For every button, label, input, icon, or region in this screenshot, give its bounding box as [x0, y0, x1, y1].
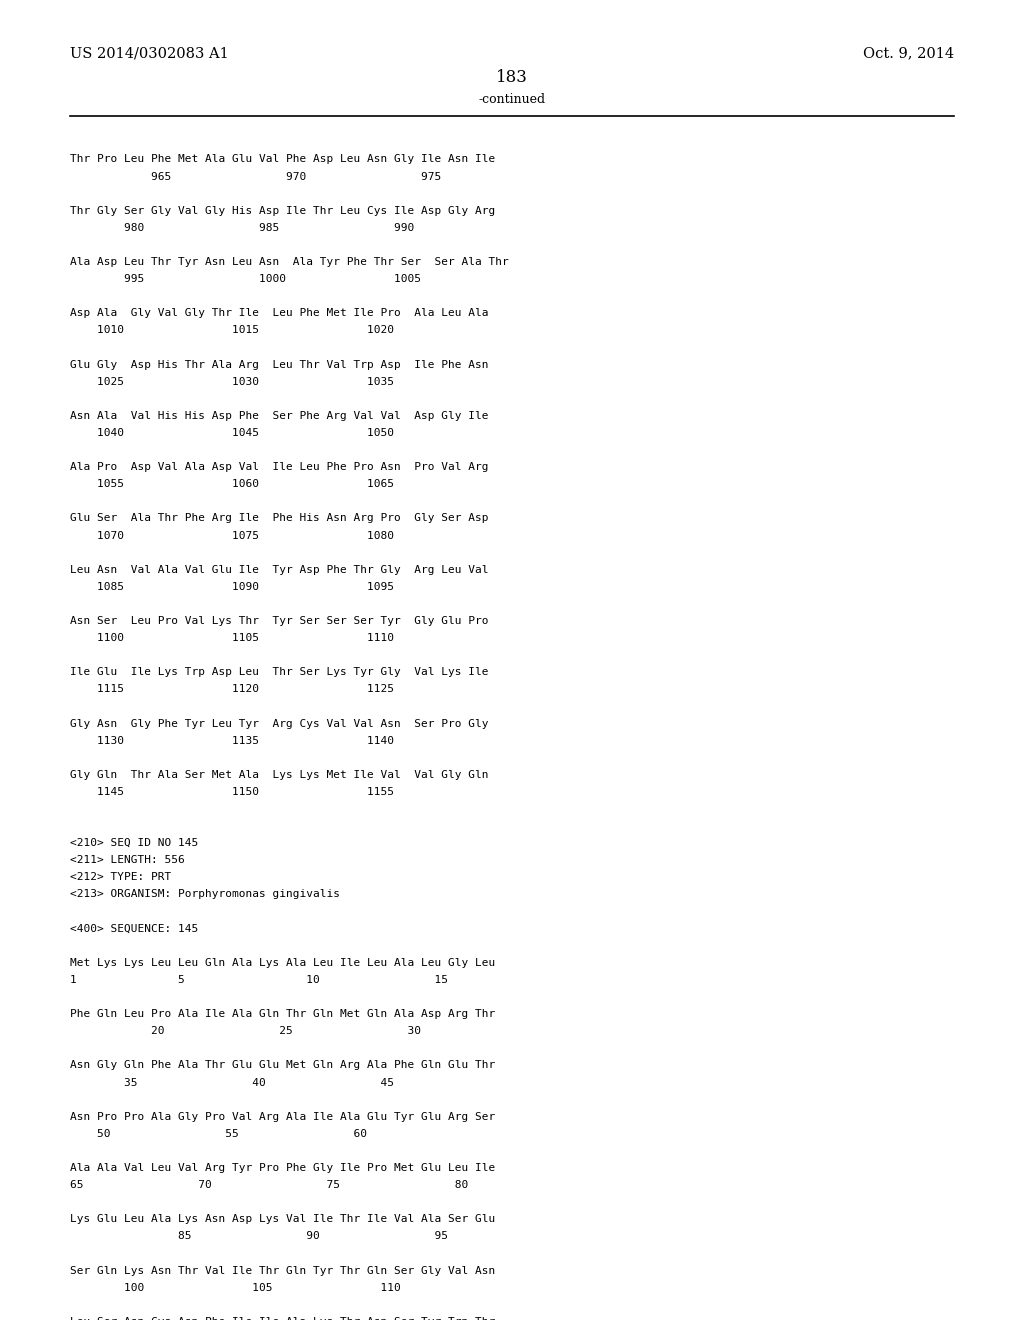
Text: 85                 90                 95: 85 90 95 [70, 1232, 447, 1241]
Text: 1040                1045                1050: 1040 1045 1050 [70, 428, 393, 438]
Text: Glu Ser  Ala Thr Phe Arg Ile  Phe His Asn Arg Pro  Gly Ser Asp: Glu Ser Ala Thr Phe Arg Ile Phe His Asn … [70, 513, 488, 524]
Text: 65                 70                 75                 80: 65 70 75 80 [70, 1180, 468, 1191]
Text: 1130                1135                1140: 1130 1135 1140 [70, 735, 393, 746]
Text: 100                105                110: 100 105 110 [70, 1283, 400, 1292]
Text: Asn Gly Gln Phe Ala Thr Glu Glu Met Gln Arg Ala Phe Gln Glu Thr: Asn Gly Gln Phe Ala Thr Glu Glu Met Gln … [70, 1060, 495, 1071]
Text: Ser Gln Lys Asn Thr Val Ile Thr Gln Tyr Thr Gln Ser Gly Val Asn: Ser Gln Lys Asn Thr Val Ile Thr Gln Tyr … [70, 1266, 495, 1275]
Text: Gly Gln  Thr Ala Ser Met Ala  Lys Lys Met Ile Val  Val Gly Gln: Gly Gln Thr Ala Ser Met Ala Lys Lys Met … [70, 770, 488, 780]
Text: 1100                1105                1110: 1100 1105 1110 [70, 634, 393, 643]
Text: <212> TYPE: PRT: <212> TYPE: PRT [70, 873, 171, 882]
Text: Asp Ala  Gly Val Gly Thr Ile  Leu Phe Met Ile Pro  Ala Leu Ala: Asp Ala Gly Val Gly Thr Ile Leu Phe Met … [70, 309, 488, 318]
Text: 1070                1075                1080: 1070 1075 1080 [70, 531, 393, 540]
Text: Oct. 9, 2014: Oct. 9, 2014 [863, 46, 954, 61]
Text: 965                 970                 975: 965 970 975 [70, 172, 441, 182]
Text: 1025                1030                1035: 1025 1030 1035 [70, 376, 393, 387]
Text: Glu Gly  Asp His Thr Ala Arg  Leu Thr Val Trp Asp  Ile Phe Asn: Glu Gly Asp His Thr Ala Arg Leu Thr Val … [70, 359, 488, 370]
Text: 1055                1060                1065: 1055 1060 1065 [70, 479, 393, 490]
Text: Lys Glu Leu Ala Lys Asn Asp Lys Val Ile Thr Ile Val Ala Ser Glu: Lys Glu Leu Ala Lys Asn Asp Lys Val Ile … [70, 1214, 495, 1224]
Text: Leu Asn  Val Ala Val Glu Ile  Tyr Asp Phe Thr Gly  Arg Leu Val: Leu Asn Val Ala Val Glu Ile Tyr Asp Phe … [70, 565, 488, 574]
Text: Phe Gln Leu Pro Ala Ile Ala Gln Thr Gln Met Gln Ala Asp Arg Thr: Phe Gln Leu Pro Ala Ile Ala Gln Thr Gln … [70, 1010, 495, 1019]
Text: Ala Asp Leu Thr Tyr Asn Leu Asn  Ala Tyr Phe Thr Ser  Ser Ala Thr: Ala Asp Leu Thr Tyr Asn Leu Asn Ala Tyr … [70, 257, 508, 267]
Text: 1145                1150                1155: 1145 1150 1155 [70, 787, 393, 797]
Text: <211> LENGTH: 556: <211> LENGTH: 556 [70, 855, 184, 866]
Text: 1115                1120                1125: 1115 1120 1125 [70, 684, 393, 694]
Text: Asn Ser  Leu Pro Val Lys Thr  Tyr Ser Ser Ser Tyr  Gly Glu Pro: Asn Ser Leu Pro Val Lys Thr Tyr Ser Ser … [70, 616, 488, 626]
Text: US 2014/0302083 A1: US 2014/0302083 A1 [70, 46, 228, 61]
Text: Met Lys Lys Leu Leu Gln Ala Lys Ala Leu Ile Leu Ala Leu Gly Leu: Met Lys Lys Leu Leu Gln Ala Lys Ala Leu … [70, 958, 495, 968]
Text: Asn Ala  Val His His Asp Phe  Ser Phe Arg Val Val  Asp Gly Ile: Asn Ala Val His His Asp Phe Ser Phe Arg … [70, 411, 488, 421]
Text: 1010                1015                1020: 1010 1015 1020 [70, 326, 393, 335]
Text: 995                 1000                1005: 995 1000 1005 [70, 275, 421, 284]
Text: 980                 985                 990: 980 985 990 [70, 223, 414, 232]
Text: Gly Asn  Gly Phe Tyr Leu Tyr  Arg Cys Val Val Asn  Ser Pro Gly: Gly Asn Gly Phe Tyr Leu Tyr Arg Cys Val … [70, 718, 488, 729]
Text: <210> SEQ ID NO 145: <210> SEQ ID NO 145 [70, 838, 198, 849]
Text: Ala Ala Val Leu Val Arg Tyr Pro Phe Gly Ile Pro Met Glu Leu Ile: Ala Ala Val Leu Val Arg Tyr Pro Phe Gly … [70, 1163, 495, 1173]
Text: 1               5                  10                 15: 1 5 10 15 [70, 975, 447, 985]
Text: Thr Gly Ser Gly Val Gly His Asp Ile Thr Leu Cys Ile Asp Gly Arg: Thr Gly Ser Gly Val Gly His Asp Ile Thr … [70, 206, 495, 215]
Text: 183: 183 [496, 69, 528, 86]
Text: 20                 25                 30: 20 25 30 [70, 1026, 421, 1036]
Text: 35                 40                 45: 35 40 45 [70, 1077, 393, 1088]
Text: <213> ORGANISM: Porphyromonas gingivalis: <213> ORGANISM: Porphyromonas gingivalis [70, 890, 340, 899]
Text: -continued: -continued [478, 92, 546, 106]
Text: <400> SEQUENCE: 145: <400> SEQUENCE: 145 [70, 924, 198, 933]
Text: Leu Ser Asn Cys Asp Phe Ile Ile Ala Lys Thr Asp Ser Tyr Trp Thr: Leu Ser Asn Cys Asp Phe Ile Ile Ala Lys … [70, 1317, 495, 1320]
Text: Asn Pro Pro Ala Gly Pro Val Arg Ala Ile Ala Glu Tyr Glu Arg Ser: Asn Pro Pro Ala Gly Pro Val Arg Ala Ile … [70, 1111, 495, 1122]
Text: 1085                1090                1095: 1085 1090 1095 [70, 582, 393, 591]
Text: Ile Glu  Ile Lys Trp Asp Leu  Thr Ser Lys Tyr Gly  Val Lys Ile: Ile Glu Ile Lys Trp Asp Leu Thr Ser Lys … [70, 668, 488, 677]
Text: Thr Pro Leu Phe Met Ala Glu Val Phe Asp Leu Asn Gly Ile Asn Ile: Thr Pro Leu Phe Met Ala Glu Val Phe Asp … [70, 154, 495, 165]
Text: Ala Pro  Asp Val Ala Asp Val  Ile Leu Phe Pro Asn  Pro Val Arg: Ala Pro Asp Val Ala Asp Val Ile Leu Phe … [70, 462, 488, 473]
Text: 50                 55                 60: 50 55 60 [70, 1129, 367, 1139]
